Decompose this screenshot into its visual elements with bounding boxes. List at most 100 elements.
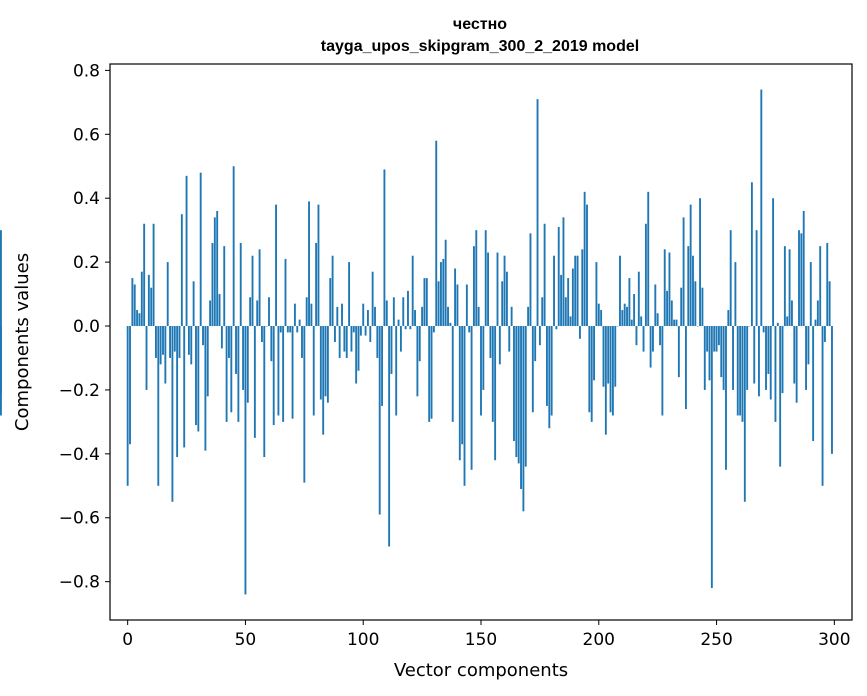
- bar: [515, 326, 518, 458]
- bar: [555, 326, 558, 330]
- bar: [232, 166, 235, 327]
- bar: [659, 326, 661, 346]
- bar: [729, 230, 732, 327]
- bar: [239, 242, 242, 327]
- bar: [635, 326, 638, 346]
- bar: [776, 322, 779, 327]
- bar: [710, 326, 713, 589]
- bar: [758, 326, 760, 397]
- bar: [569, 316, 572, 327]
- bar: [590, 326, 593, 422]
- bar: [199, 172, 202, 327]
- bar: [331, 255, 334, 327]
- bar: [362, 303, 365, 327]
- bar: [689, 204, 692, 327]
- bar: [260, 326, 263, 342]
- bar: [611, 326, 614, 416]
- bar: [670, 300, 673, 327]
- bar: [202, 326, 204, 346]
- bar: [440, 262, 442, 327]
- bar: [463, 326, 466, 486]
- bar: [663, 249, 666, 327]
- y-axis-label: Components values: [12, 253, 33, 431]
- bar: [828, 281, 831, 327]
- bar: [708, 326, 711, 381]
- bar: [581, 249, 584, 327]
- bar: [819, 246, 822, 327]
- bar: [213, 217, 216, 327]
- bar: [703, 326, 706, 390]
- bar: [508, 326, 511, 352]
- bar: [159, 326, 162, 365]
- bar: [220, 326, 223, 349]
- bar: [305, 297, 308, 327]
- bar: [279, 326, 282, 333]
- bar: [284, 258, 287, 327]
- bar: [831, 326, 833, 454]
- bar: [489, 326, 492, 358]
- bar: [270, 326, 273, 362]
- bar: [562, 217, 565, 327]
- bar: [501, 281, 504, 327]
- x-tick-label: 200: [583, 630, 615, 650]
- bar: [510, 306, 513, 327]
- bar: [626, 306, 628, 327]
- bar: [296, 326, 299, 333]
- bar: [216, 210, 219, 327]
- bar: [211, 242, 214, 327]
- bar: [477, 306, 480, 327]
- bar: [136, 310, 139, 327]
- bar: [494, 326, 497, 461]
- bar: [699, 198, 701, 327]
- bar: [147, 274, 150, 327]
- bar: [154, 326, 157, 358]
- bar: [428, 326, 431, 422]
- bar: [743, 326, 746, 502]
- bar: [152, 223, 155, 327]
- bar: [416, 326, 419, 397]
- bar: [129, 326, 131, 445]
- bar: [133, 284, 136, 327]
- bar: [465, 284, 468, 327]
- bar: [258, 249, 261, 327]
- bar: [366, 310, 369, 327]
- bar: [647, 191, 650, 327]
- bar: [713, 326, 716, 352]
- bar: [402, 297, 405, 327]
- bar: [461, 326, 464, 445]
- bar: [654, 284, 657, 327]
- bar: [682, 217, 685, 327]
- y-tick-label: −0.6: [59, 509, 100, 529]
- bar: [286, 326, 289, 333]
- y-tick-label: 0.2: [73, 253, 100, 273]
- bar: [807, 326, 810, 365]
- bar: [317, 204, 320, 327]
- bar: [623, 303, 626, 327]
- bar: [293, 303, 296, 327]
- bar: [371, 271, 374, 327]
- bar: [312, 326, 315, 416]
- bar: [597, 303, 600, 327]
- bar: [595, 262, 598, 327]
- bar: [482, 326, 485, 390]
- bar: [640, 316, 643, 327]
- bar: [390, 326, 393, 374]
- bar: [633, 294, 636, 327]
- bar: [359, 326, 362, 336]
- bar: [454, 268, 457, 327]
- bar: [150, 287, 153, 327]
- y-tick-label: −0.2: [59, 381, 100, 401]
- bar: [329, 278, 332, 327]
- bar: [781, 326, 784, 394]
- bar: [381, 326, 383, 406]
- bar: [392, 297, 395, 327]
- bar: [383, 169, 386, 327]
- bar: [352, 326, 355, 333]
- bar: [268, 297, 270, 327]
- bar: [345, 326, 348, 358]
- bar: [793, 326, 796, 384]
- bar: [484, 230, 487, 327]
- bar: [614, 326, 617, 387]
- x-tick-label: 250: [700, 630, 732, 650]
